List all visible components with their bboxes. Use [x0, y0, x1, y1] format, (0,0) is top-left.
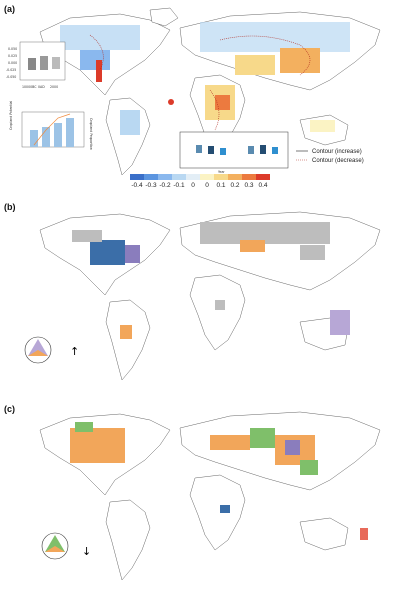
map-a: 0.050 0.025 0.000 -0.025 -0.050 10000BC …	[6, 7, 381, 189]
arrow-down-icon: ↓	[82, 545, 91, 558]
ternary-legend-b	[24, 336, 52, 364]
legend-decrease: Contour (decrease)	[312, 158, 364, 164]
colorbar-tick: -0.2	[159, 182, 171, 189]
box-xtick-3: 2000	[50, 85, 58, 89]
colorbar-tick: -0.4	[131, 182, 143, 189]
inset-boxplot-a: 0.050 0.025 0.000 -0.025 -0.050 10000BC …	[6, 41, 66, 89]
panel-label-c: (c)	[4, 404, 15, 414]
inset-bar-a: Cropland Potential Cropland Proportion	[9, 101, 93, 150]
bar-right-label: Cropland Proportion	[89, 118, 93, 150]
colorbar-tick: 0.1	[216, 182, 225, 189]
legend-increase: Contour (increase)	[312, 149, 362, 155]
box-ytick-1: 0.050	[8, 47, 17, 51]
colorbar-swatch	[144, 174, 158, 180]
arrow-up-icon: ↑	[70, 345, 79, 358]
inset-pair-a: Year	[179, 131, 289, 174]
box-ytick-5: -0.050	[6, 75, 16, 79]
contours-a	[89, 34, 311, 131]
map-c: ↓	[39, 411, 381, 581]
colorbar-tick: -0.3	[145, 182, 157, 189]
panel-c: (c) ↓	[0, 400, 401, 600]
colorbar-a: -0.4 -0.3 -0.2 -0.1 0 0 0.1 0.2 0.3 0.4	[130, 174, 270, 189]
panel-b: (b) ↑	[0, 200, 401, 400]
category-cells-b	[72, 222, 350, 339]
colorbar-tick: -0.1	[173, 182, 185, 189]
colorbar-swatch	[214, 174, 228, 180]
colorbar-swatch	[158, 174, 172, 180]
colorbar-tick: 0	[191, 182, 195, 189]
panel-label-b: (b)	[4, 202, 16, 212]
box-ytick-4: -0.025	[6, 68, 16, 72]
colorbar-swatch	[228, 174, 242, 180]
category-cells-c	[70, 422, 368, 540]
colorbar-swatch	[186, 174, 200, 180]
box-xtick-2: 0AD	[38, 85, 45, 89]
ternary-legend-c	[41, 532, 69, 560]
colorbar-tick: 0.3	[244, 182, 253, 189]
box-ytick-3: 0.000	[8, 61, 17, 65]
panel-label-a: (a)	[4, 4, 15, 14]
colorbar-swatch	[130, 174, 144, 180]
colorbar-swatch	[172, 174, 186, 180]
colorbar-swatch	[200, 174, 214, 180]
colorbar-tick: 0.4	[258, 182, 267, 189]
box-ytick-2: 0.025	[8, 54, 17, 58]
box-xtick-1: 10000BC	[22, 85, 37, 89]
colorbar-swatch	[242, 174, 256, 180]
bar-left-label: Cropland Potential	[9, 101, 13, 130]
pair-xlabel: Year	[218, 170, 225, 174]
colorbar-tick: 0.2	[230, 182, 239, 189]
colorbar-tick: 0	[205, 182, 209, 189]
map-b: ↑	[24, 211, 381, 381]
colorbar-swatch	[256, 174, 270, 180]
contour-legend-a: Contour (increase) Contour (decrease)	[296, 149, 364, 164]
panel-a: (a)	[0, 0, 401, 200]
